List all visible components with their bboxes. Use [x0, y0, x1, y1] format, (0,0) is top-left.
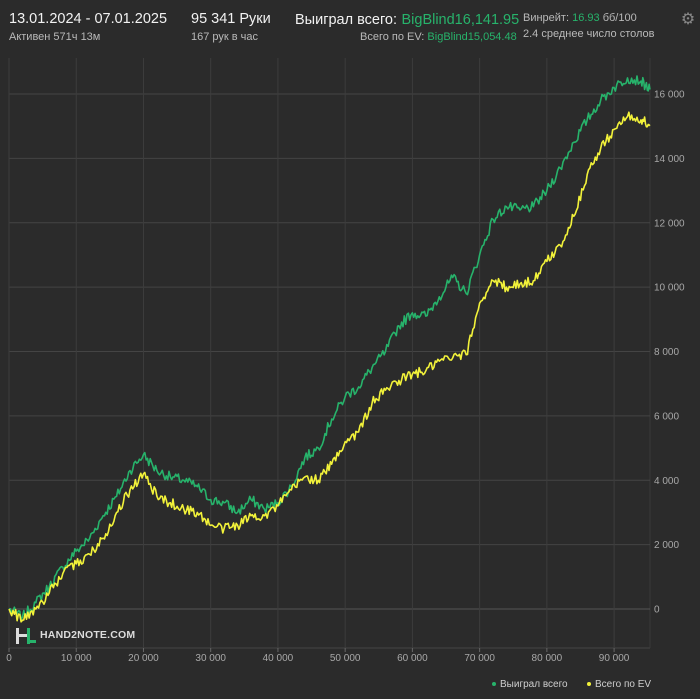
winrate-unit: бб/100 [602, 12, 637, 24]
won-value: BigBlind16,141.95 [401, 12, 520, 28]
x-tick-label: 80 000 [532, 653, 563, 664]
ev-label: Всего по EV: [360, 31, 425, 43]
y-tick-label: 12 000 [654, 218, 685, 229]
won-total: Выиграл всего: BigBlind16,141.95 [295, 11, 519, 29]
y-axis: 0 2 000 4 000 6 000 8 000 10 000 12 000 14 000 1… [654, 90, 685, 616]
series-line-won [8, 75, 651, 622]
x-axis: 0 10 000 20 000 30 000 40 000 50 000 60 000 70 … [6, 653, 630, 664]
y-tick-label: 14 000 [654, 154, 685, 165]
date-range: 13.01.2024 - 07.01.2025 [9, 11, 168, 27]
x-tick-label: 10 000 [61, 653, 92, 664]
winrate-label: Винрейт: [523, 12, 570, 24]
logo-text: HAND2NOTE.COM [40, 629, 136, 641]
y-tick-label: 8 000 [654, 347, 679, 358]
x-tick-label: 20 000 [128, 653, 159, 664]
winrate-value: 16.93 [572, 12, 600, 24]
x-tick-label: 40 000 [263, 653, 294, 664]
chart-series [8, 75, 651, 623]
x-tick-label: 30 000 [195, 653, 226, 664]
active-time: Активен 571ч 13м [9, 31, 101, 43]
hands-per-hour: 167 рук в час [191, 31, 259, 43]
legend-label-ev: Всего по EV [595, 679, 652, 690]
series-line-ev [8, 111, 651, 623]
y-tick-label: 4 000 [654, 476, 679, 487]
legend-label-won: Выиграл всего [500, 679, 568, 690]
legend-dot-won [492, 682, 496, 687]
y-tick-label: 10 000 [654, 283, 685, 294]
x-tick-label: 70 000 [464, 653, 495, 664]
hand2note-logo-icon [16, 628, 36, 644]
ev-value: BigBlind15,054.48 [427, 31, 517, 43]
won-label: Выиграл всего: [295, 12, 398, 28]
legend-dot-ev [587, 682, 591, 687]
hands-count: 95 341 Руки [191, 11, 271, 27]
chart-grid [8, 58, 651, 652]
x-tick-label: 50 000 [330, 653, 361, 664]
ev-total: Всего по EV: BigBlind15,054.48 [360, 31, 517, 43]
y-tick-label: 2 000 [654, 540, 679, 551]
legend-item-ev[interactable]: Всего по EV [587, 679, 651, 690]
x-tick-label: 90 000 [599, 653, 630, 664]
legend-item-won[interactable]: Выиграл всего [492, 679, 568, 690]
x-tick-label: 0 [6, 653, 12, 664]
y-tick-label: 0 [654, 605, 660, 616]
x-tick-label: 60 000 [397, 653, 428, 664]
y-tick-label: 16 000 [654, 90, 685, 101]
gear-icon[interactable]: ⚙ [680, 11, 696, 28]
avg-tables: 2.4 среднее число столов [523, 28, 655, 40]
winrate: Винрейт: 16.93 бб/100 [523, 12, 637, 24]
y-tick-label: 6 000 [654, 411, 679, 422]
